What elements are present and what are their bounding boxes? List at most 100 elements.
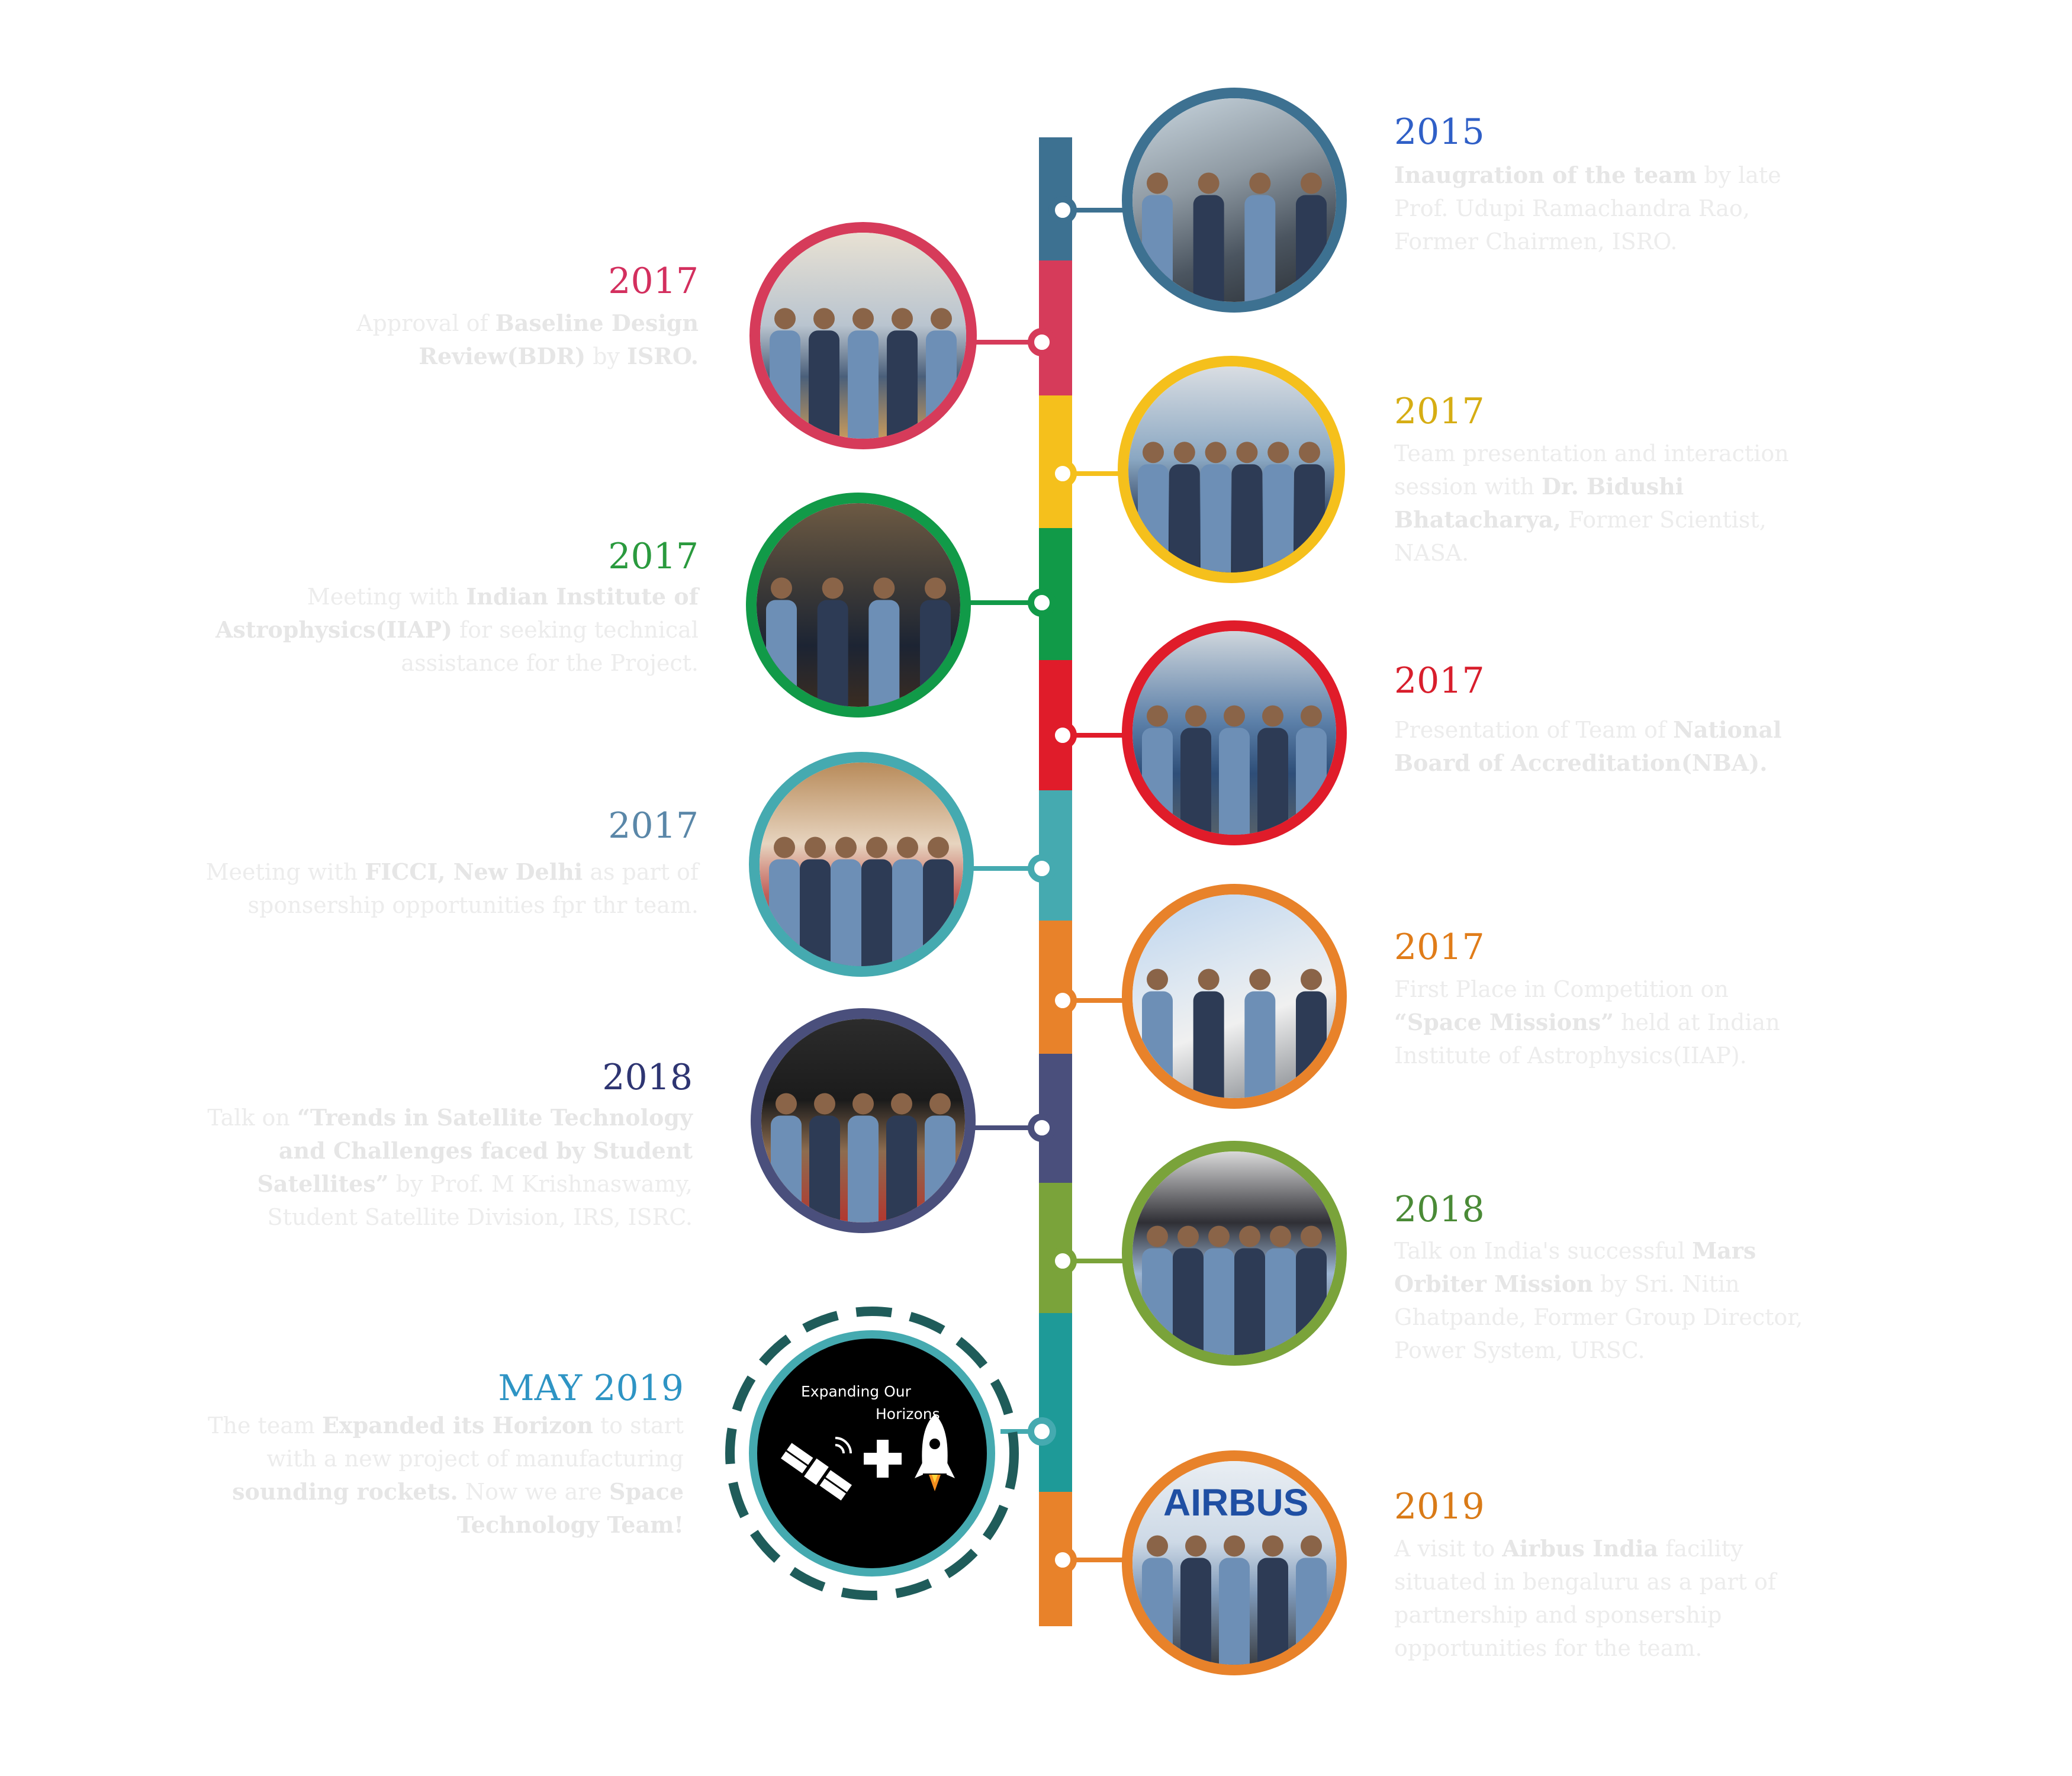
- connector-line: [1066, 1558, 1128, 1562]
- dashed-ring: [725, 1307, 1019, 1600]
- description-text: Approval of: [356, 310, 496, 336]
- event-photo: [746, 493, 971, 718]
- timeline-dot: [1028, 1114, 1056, 1142]
- connector-line: [1066, 998, 1128, 1003]
- description-text: facility situated in bengaluru as a part…: [1394, 1536, 1776, 1661]
- connector-line: [1066, 733, 1128, 738]
- event-year: 2017: [608, 805, 699, 847]
- description-text: Meeting with: [205, 859, 365, 885]
- description-text: by Prof. M Krishnaswamy, Student Satelli…: [267, 1171, 693, 1230]
- description-text: to start with a new project of manufactu…: [266, 1413, 684, 1472]
- timeline-dot: [1028, 1417, 1056, 1446]
- event-description: Approval of Baseline Design Review(BDR) …: [189, 307, 699, 373]
- description-emphasis: Indian Institute of Astrophysics(IIAP): [215, 583, 699, 643]
- timeline-dot: [1048, 459, 1077, 488]
- connector-line: [970, 1125, 1054, 1130]
- timeline-dot: [1028, 588, 1056, 617]
- event-description: Presentation of Team of National Board o…: [1394, 713, 1820, 780]
- event-photo: [1122, 884, 1347, 1109]
- expanding-horizons-badge: Expanding Our Horizons: [749, 1330, 995, 1576]
- event-description: Talk on India's successful Mars Orbiter …: [1394, 1234, 1820, 1367]
- description-emphasis: Space Technology Team!: [456, 1478, 684, 1538]
- description-emphasis: Baseline Design Review(BDR): [419, 310, 699, 369]
- event-year: 2017: [1394, 660, 1485, 702]
- connector-line: [1066, 471, 1125, 476]
- timeline-dot: [1028, 328, 1056, 356]
- description-text: Now we are: [458, 1479, 610, 1505]
- description-text: Meeting with: [307, 584, 466, 610]
- description-text: Former Scientist, NASA.: [1394, 507, 1767, 566]
- description-text: held at Indian Institute of Astrophysics…: [1394, 1009, 1780, 1069]
- event-year: 2017: [608, 536, 699, 577]
- signal-icon: [835, 1437, 852, 1454]
- connector-line: [1000, 1429, 1054, 1434]
- timeline-dot: [1048, 1247, 1077, 1275]
- satellite-icon: [781, 1443, 852, 1501]
- event-year: 2018: [602, 1057, 693, 1098]
- event-photo: [1122, 620, 1347, 845]
- description-text: as part of sponsership opportunities fpr…: [247, 859, 699, 918]
- event-photo: [1122, 88, 1347, 313]
- connector-line: [965, 600, 1054, 605]
- description-text: by Sri. Nitin Ghatpande, Former Group Di…: [1394, 1271, 1803, 1363]
- description-emphasis: sounding rockets.: [232, 1478, 458, 1505]
- description-text: for seeking technical assistance for the…: [401, 617, 699, 676]
- description-text: by late Prof. Udupi Ramachandra Rao, For…: [1394, 162, 1781, 255]
- description-emphasis: Airbus India: [1502, 1535, 1659, 1562]
- event-photo: [749, 752, 974, 977]
- description-emphasis: National Board of Accreditation(NBA).: [1394, 716, 1782, 776]
- description-text: Talk on India's successful: [1394, 1238, 1693, 1264]
- connector-line: [1066, 1259, 1128, 1263]
- airbus-sign-text: AIRBUS: [1163, 1481, 1308, 1524]
- timeline-dot: [1048, 1546, 1077, 1574]
- event-description: First Place in Competition on “Space Mis…: [1394, 973, 1820, 1072]
- description-emphasis: “Space Missions”: [1394, 1009, 1614, 1035]
- rocket-icon: [915, 1414, 955, 1491]
- event-year: 2017: [1394, 926, 1485, 968]
- event-year: 2017: [608, 260, 699, 302]
- description-text: by: [585, 343, 628, 369]
- timeline-dot: [1028, 854, 1056, 883]
- plus-icon: [864, 1440, 902, 1478]
- event-description: Meeting with Indian Institute of Astroph…: [189, 580, 699, 680]
- spine-segment: [1039, 1313, 1072, 1492]
- connector-line: [1066, 208, 1128, 213]
- timeline-dot: [1048, 721, 1077, 749]
- description-emphasis: Dr. Bidushi Bhatacharya,: [1394, 473, 1684, 533]
- event-description: Meeting with FICCI, New Delhi as part of…: [189, 855, 699, 922]
- description-emphasis: ISRO.: [627, 343, 699, 369]
- timeline-dot: [1048, 196, 1077, 224]
- event-description: Talk on “Trends in Satellite Technology …: [184, 1101, 693, 1234]
- event-photo: [1122, 1141, 1347, 1366]
- description-text: A visit to: [1394, 1536, 1502, 1562]
- description-text: Presentation of Team of: [1394, 717, 1674, 743]
- event-year: 2019: [1394, 1486, 1485, 1527]
- event-year: MAY 2019: [498, 1368, 684, 1409]
- connector-line: [970, 340, 1054, 345]
- description-emphasis: Expanded its Horizon: [321, 1412, 593, 1439]
- description-text: First Place in Competition on: [1394, 976, 1729, 1002]
- description-emphasis: FICCI, New Delhi: [365, 858, 583, 885]
- event-year: 2015: [1394, 111, 1485, 153]
- event-photo: [751, 1008, 976, 1233]
- timeline-dot: [1048, 986, 1077, 1015]
- expand-title-line2: Horizons: [876, 1405, 940, 1423]
- description-emphasis: Inaugration of the team: [1394, 162, 1697, 188]
- event-description: A visit to Airbus India facility situate…: [1394, 1532, 1820, 1665]
- event-photo: AIRBUS: [1122, 1450, 1347, 1675]
- expand-title-line1: Expanding Our: [801, 1383, 911, 1400]
- description-emphasis: “Trends in Satellite Technology and Chal…: [257, 1104, 693, 1197]
- event-description: Inaugration of the team by late Prof. Ud…: [1394, 159, 1820, 258]
- event-description: The team Expanded its Horizon to start w…: [175, 1409, 684, 1542]
- event-photo: [1118, 356, 1345, 583]
- description-text: Team presentation and interaction sessio…: [1394, 440, 1789, 500]
- event-year: 2018: [1394, 1189, 1485, 1230]
- event-photo: [749, 222, 977, 449]
- event-description: Team presentation and interaction sessio…: [1394, 437, 1820, 570]
- description-text: Talk on: [207, 1105, 297, 1131]
- description-text: The team: [208, 1413, 322, 1439]
- event-year: 2017: [1394, 391, 1485, 432]
- description-emphasis: Mars Orbiter Mission: [1394, 1237, 1756, 1297]
- connector-line: [968, 866, 1054, 871]
